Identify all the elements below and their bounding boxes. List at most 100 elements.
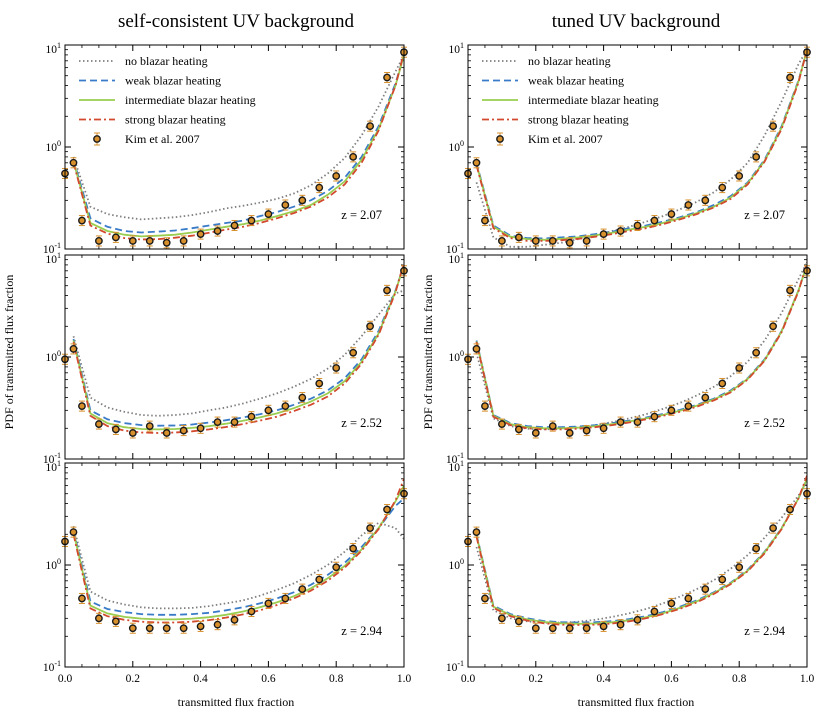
obs-point: [95, 614, 103, 623]
series-line-no: [72, 289, 404, 417]
y-tick-exponent: 0: [460, 139, 464, 148]
y-tick-exponent: 1: [460, 41, 464, 50]
obs-point: [111, 425, 120, 434]
obs-point: [230, 221, 239, 230]
obs-point: [752, 348, 761, 357]
legend-label: no blazar heating: [125, 54, 208, 68]
y-tick-exponent: -1: [457, 451, 464, 460]
series-line-weak: [72, 497, 404, 616]
series-line-intermediate: [72, 485, 404, 621]
obs-point: [213, 227, 222, 235]
obs-point: [111, 617, 120, 626]
obs-point: [531, 237, 540, 245]
obs-point: [281, 594, 290, 603]
y-axis-label-left: PDF of transmitted flux fraction: [2, 275, 16, 430]
obs-point: [472, 528, 481, 537]
obs-point: [786, 286, 794, 295]
redshift-label: z = 2.52: [744, 416, 785, 430]
obs-point: [531, 429, 540, 437]
x-tick-label: 0.0: [58, 673, 73, 685]
panel-frame: [467, 44, 808, 250]
x-tick-label: 0.8: [329, 673, 344, 685]
legend-label: weak blazar heating: [528, 74, 624, 88]
obs-point: [230, 615, 239, 624]
obs-point: [366, 322, 374, 331]
obs-point: [298, 196, 307, 205]
series-line-strong: [72, 261, 404, 434]
redshift-label: z = 2.52: [341, 416, 382, 430]
obs-point: [565, 238, 574, 247]
obs-point: [616, 418, 625, 427]
obs-point: [383, 73, 391, 82]
panel-frame: [64, 462, 405, 668]
y-tick-exponent: -1: [457, 241, 464, 250]
obs-point: [684, 201, 693, 209]
obs-point: [472, 345, 481, 353]
y-tick-exponent: 1: [460, 459, 464, 468]
obs-point: [145, 237, 154, 245]
obs-point: [735, 364, 744, 372]
y-tick-label: 10-1: [43, 659, 61, 674]
series-line-no: [475, 261, 807, 431]
obs-point: [701, 585, 710, 594]
x-tick-label: 0.0: [461, 673, 476, 685]
obs-point: [616, 227, 625, 235]
obs-point: [264, 406, 273, 415]
obs-point: [128, 429, 137, 437]
obs-point: [599, 424, 608, 433]
panel-2: 1 0 -1 100 101 z = 2.52: [43, 251, 408, 466]
legend-label: strong blazar heating: [528, 113, 629, 127]
x-tick-label: 1.0: [800, 673, 815, 685]
obs-point: [179, 426, 188, 435]
panel-frame: [467, 254, 808, 460]
obs-point: [481, 594, 489, 603]
obs-point: [565, 624, 574, 633]
obs-point: [315, 575, 324, 584]
series-line-intermediate: [72, 54, 404, 238]
redshift-label: z = 2.07: [744, 208, 785, 222]
column-title-left: self-consistent UV background: [118, 11, 355, 32]
obs-point: [497, 420, 506, 428]
obs-point: [548, 624, 557, 633]
y-tick-label: 101: [449, 251, 465, 266]
y-axis-label-right: PDF of transmitted flux fraction: [421, 275, 435, 430]
x-tick-label: 0.4: [596, 673, 611, 685]
obs-point: [179, 237, 188, 245]
obs-point: [769, 122, 777, 131]
y-tick-label: 101: [449, 41, 465, 56]
y-tick-label: 101: [449, 459, 465, 474]
series-line-no: [72, 54, 404, 221]
obs-point: [548, 237, 557, 245]
y-tick-label: 100: [46, 349, 62, 364]
x-axis-label-left: transmitted flux fraction: [178, 695, 295, 709]
x-tick-label: 0.2: [126, 673, 141, 685]
obs-point: [514, 425, 523, 434]
obs-point: [179, 624, 188, 633]
obs-point: [786, 73, 794, 82]
legend-label: Kim et al. 2007: [125, 132, 200, 146]
x-tick-label: 0.6: [664, 673, 679, 685]
y-tick-exponent: 0: [460, 349, 464, 358]
y-tick-label: 100: [449, 139, 465, 154]
obs-point: [298, 393, 307, 402]
obs-point: [667, 210, 676, 218]
obs-point: [213, 620, 222, 629]
obs-point: [650, 607, 659, 616]
obs-point: [599, 230, 608, 238]
y-tick-exponent: 0: [460, 557, 464, 566]
obs-point: [281, 402, 290, 411]
x-tick-label: 0.8: [732, 673, 747, 685]
y-tick-exponent: -1: [54, 241, 61, 250]
series-line-intermediate: [475, 264, 807, 430]
obs-point: [95, 237, 103, 245]
legend-label: strong blazar heating: [125, 113, 226, 127]
obs-point: [196, 622, 205, 631]
obs-point: [667, 406, 676, 415]
obs-point: [128, 237, 137, 245]
obs-point: [281, 201, 290, 209]
y-tick-exponent: 1: [57, 41, 61, 50]
obs-point: [531, 624, 540, 633]
obs-point: [69, 528, 78, 537]
